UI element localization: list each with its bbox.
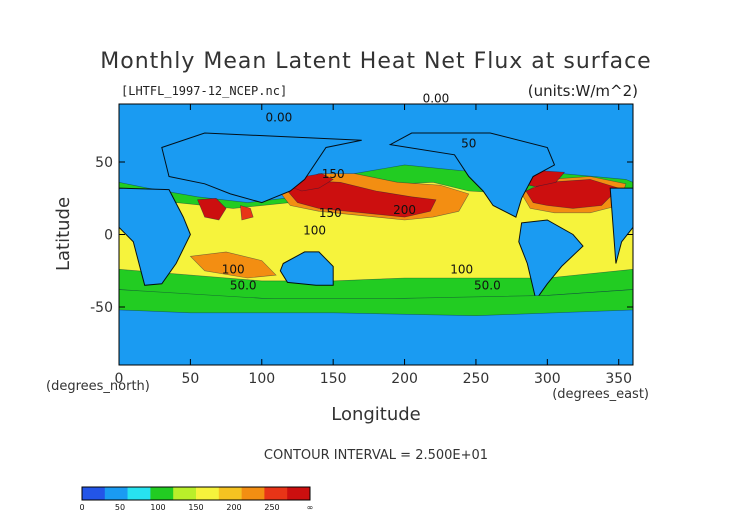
contour-label: 0.00	[423, 92, 450, 106]
contour-label: 0.00	[266, 110, 293, 124]
region-natl-orange	[525, 179, 620, 209]
y-unit-label: (degrees_north)	[46, 379, 150, 394]
colorbar-swatch	[196, 487, 220, 500]
colorbar-tick-label: 150	[188, 503, 203, 512]
region-npac-orange	[287, 180, 437, 218]
colorbar-swatch	[150, 487, 174, 500]
colorbar-tick-label: 0	[79, 503, 84, 512]
colorbar-tick-label: 200	[226, 503, 241, 512]
y-axis-title: Latitude	[53, 197, 74, 271]
contour-label: 100	[450, 263, 473, 277]
y-tick-label: -50	[90, 300, 113, 316]
colorbar-swatch	[82, 487, 106, 500]
contour-label: 50.0	[230, 279, 257, 293]
x-tick-label: 300	[534, 371, 561, 387]
contour-label: 150	[322, 167, 345, 181]
region-sam-land	[518, 219, 584, 301]
colorbar-swatch	[264, 487, 288, 500]
source-file-label: [LHTFL_1997-12_NCEP.nc]	[121, 84, 287, 98]
colorbar-swatch	[104, 487, 128, 500]
x-tick-label: 250	[463, 371, 490, 387]
x-tick-label: 150	[320, 371, 347, 387]
region-southern-cyan	[119, 289, 633, 317]
y-tick-label: 50	[95, 155, 113, 171]
region-asia-land	[161, 132, 362, 204]
contour-label: 50.0	[474, 279, 501, 293]
units-label: (units:W/m^2)	[528, 82, 638, 100]
y-tick-label: 0	[104, 228, 113, 244]
colorbar-swatch	[241, 487, 265, 500]
x-tick-label: 50	[181, 371, 199, 387]
colorbar-tick-label: 250	[264, 503, 279, 512]
region-australia-land	[279, 251, 334, 286]
contour-label: 50	[461, 137, 476, 151]
colorbar-swatch	[287, 487, 311, 500]
contour-label: 100	[303, 224, 326, 238]
region-bay-of-bengal	[240, 205, 254, 221]
x-axis: 0 50 100 150 200 250 300 350	[115, 104, 632, 387]
contour-interval-text: CONTOUR INTERVAL = 2.500E+01	[264, 448, 488, 463]
x-axis-title: Longitude	[331, 404, 421, 425]
contour-label: 100	[222, 263, 245, 277]
x-tick-label: 100	[248, 371, 275, 387]
colorbar-tick-label: 50	[115, 503, 125, 512]
contour-label: 200	[393, 203, 416, 217]
chart-title: Monthly Mean Latent Heat Net Flux at sur…	[100, 49, 651, 74]
x-tick-label: 200	[391, 371, 418, 387]
x-tick-label: 0	[115, 371, 124, 387]
region-south-indian	[189, 251, 277, 279]
colorbar-tick-label: ∞	[307, 503, 314, 512]
y-axis: 50 0 -50	[90, 155, 633, 316]
colorbar-swatch	[127, 487, 151, 500]
contour-label: 150	[319, 206, 342, 220]
x-tick-label: 350	[605, 371, 632, 387]
colorbar-swatch	[218, 487, 242, 500]
region-africa-land-2	[119, 187, 191, 286]
plot-area	[119, 104, 633, 365]
colorbar-swatch	[173, 487, 197, 500]
colorbar-tick-label: 100	[150, 503, 165, 512]
colorbar: 0 50 100 150 200 250 ∞	[79, 486, 314, 512]
region-arabian-sea	[197, 197, 227, 221]
x-unit-label: (degrees_east)	[552, 387, 649, 402]
colorbar-frame	[81, 486, 311, 501]
region-namerica-land	[388, 132, 556, 218]
